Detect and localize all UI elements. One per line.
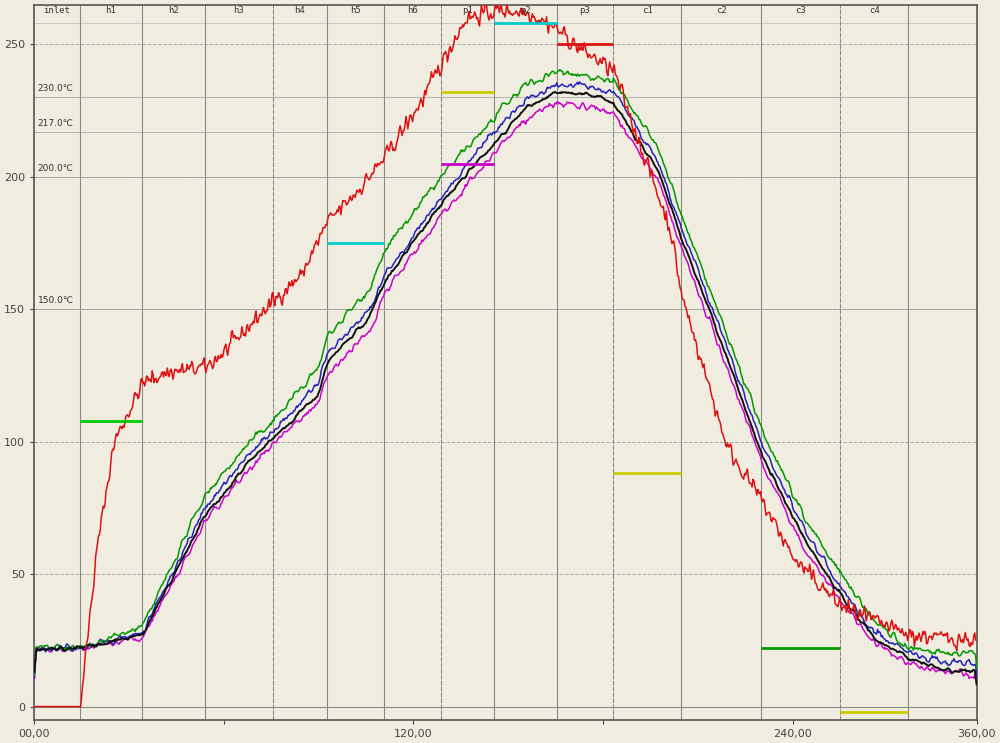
Text: h5: h5 (350, 6, 361, 16)
Text: h6: h6 (407, 6, 418, 16)
Text: c3: c3 (795, 6, 806, 16)
Text: 230.0℃: 230.0℃ (38, 85, 74, 94)
Text: inlet: inlet (44, 6, 70, 16)
Text: 200.0℃: 200.0℃ (38, 164, 74, 173)
Text: p2: p2 (520, 6, 531, 16)
Text: p1: p1 (462, 6, 473, 16)
Text: h3: h3 (233, 6, 244, 16)
Text: 150.0℃: 150.0℃ (38, 296, 74, 305)
Text: h4: h4 (295, 6, 305, 16)
Text: 217.0℃: 217.0℃ (38, 119, 74, 128)
Text: c1: c1 (642, 6, 653, 16)
Text: c4: c4 (869, 6, 880, 16)
Text: p3: p3 (580, 6, 590, 16)
Text: h1: h1 (106, 6, 116, 16)
Text: c2: c2 (716, 6, 727, 16)
Text: h2: h2 (168, 6, 179, 16)
